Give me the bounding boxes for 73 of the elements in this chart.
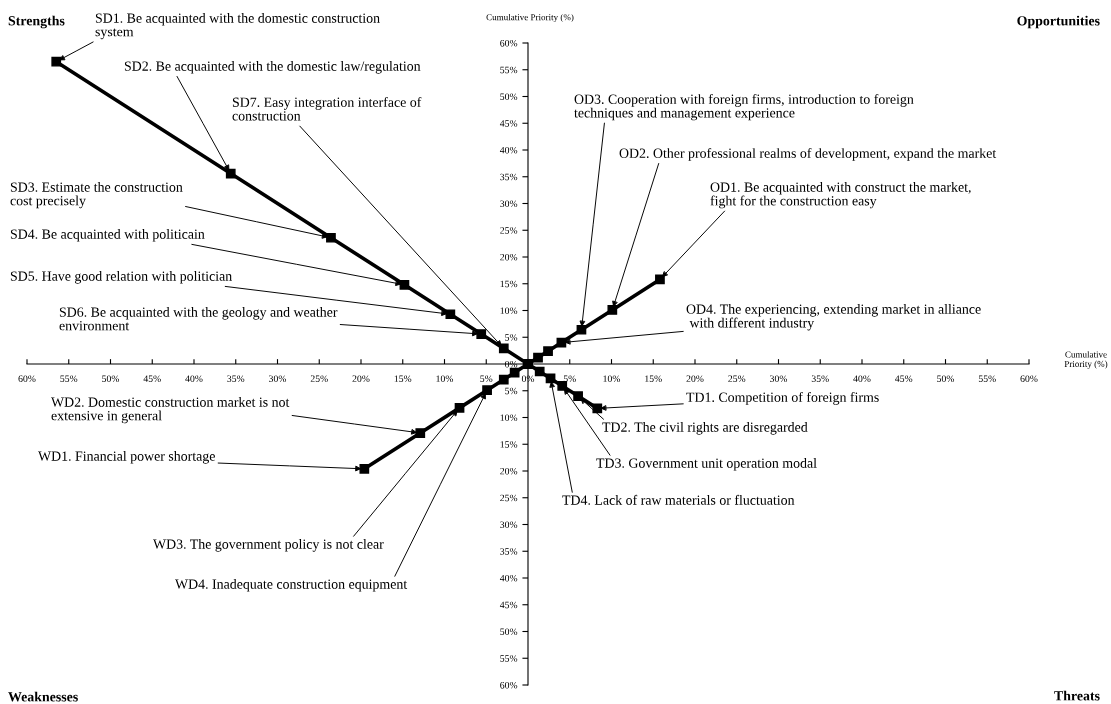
annotation: WD1. Financial power shortage [38, 451, 215, 464]
x-tick-label: 5% [480, 375, 493, 382]
annotation: WD4. Inadequate construction equipment [175, 579, 408, 592]
y-tick-label: 50% [500, 93, 518, 100]
x-tick-label: 35% [227, 375, 245, 382]
y-tick-label: 30% [500, 521, 518, 528]
x-tick-label: 60% [1020, 375, 1038, 382]
y-tick-label: 20% [500, 253, 518, 261]
y-tick-label: 5% [505, 387, 518, 395]
text: Opportunities [1017, 15, 1100, 29]
x-tick-label: 50% [937, 375, 955, 382]
y-tick-label: 40% [499, 146, 518, 154]
y-tick-label: 15% [500, 280, 518, 288]
x-tick-label: 20% [686, 375, 704, 382]
annotation: TD4. Lack of raw materials or fluctuation [562, 494, 795, 505]
annotation: SD5. Have good relation with politician [10, 271, 232, 284]
annotation: SD4. Be acquainted with politicain [10, 229, 205, 242]
y-tick-label: 0% [504, 360, 518, 368]
annotation: TD3. Government unit operation modal [596, 458, 817, 471]
text: Threats [1054, 690, 1100, 701]
x-tick-label: 10% [436, 375, 454, 382]
y-tick-label: 60% [500, 39, 518, 47]
x-tick-label: 40% [185, 375, 203, 382]
annotation: SD3. Estimate the construction cost precisely [10, 182, 183, 209]
y-tick-label: 55% [500, 655, 518, 662]
annotation: OD4. The experiencing, extending market in alliance with different industry [686, 304, 981, 331]
y-tick-label: 50% [500, 628, 518, 635]
annotation: TD2. The civil rights are disregarded [602, 422, 808, 435]
x-axis-title: Cumulative Priority (%) [1064, 351, 1108, 369]
y-tick-label: 25% [500, 227, 518, 234]
annotation: SD7. Easy integration interface of construction [232, 97, 422, 121]
annotation: SD2. Be acquainted with the domestic law/regulation [124, 61, 421, 74]
y-axis-title: Cumulative Priority (%) [486, 13, 574, 23]
x-tick-label: 40% [853, 375, 871, 382]
annotation: SD1. Be acquainted with the domestic construction system [95, 13, 380, 40]
annotation: SD6. Be acquainted with the geology and weather environment [59, 307, 338, 331]
x-tick-label: 55% [978, 375, 996, 382]
y-tick-label: 55% [500, 66, 518, 74]
y-tick-label: 35% [500, 173, 518, 181]
y-tick-label: 20% [500, 467, 518, 475]
x-tick-label: 35% [811, 375, 829, 382]
y-tick-label: 10% [500, 307, 518, 314]
x-tick-label: 45% [895, 375, 913, 382]
annotation: TD1. Competition of foreign firms [686, 392, 879, 405]
x-tick-label: 60% [18, 375, 36, 382]
annotation: WD2. Domestic construction market is not extensive in general [51, 397, 290, 424]
y-tick-label: 30% [500, 200, 518, 207]
annotation: OD1. Be acquainted with construct the market, fight for the construction easy [710, 182, 971, 209]
y-tick-label: 45% [499, 120, 518, 127]
y-tick-label: 25% [500, 494, 518, 502]
x-tick-label: 15% [645, 375, 662, 382]
x-tick-label: 45% [143, 375, 161, 382]
x-tick-label: 50% [102, 375, 120, 382]
y-tick-label: 5% [505, 334, 518, 341]
x-tick-label: 25% [310, 375, 328, 382]
y-tick-label: 10% [500, 414, 518, 421]
y-tick-label: 40% [499, 574, 518, 582]
text: Strengths [8, 15, 65, 29]
y-tick-label: 15% [500, 441, 518, 448]
y-tick-label: 35% [500, 548, 518, 555]
annotation: WD3. The government policy is not clear [153, 539, 384, 552]
y-tick-label: 60% [500, 681, 518, 689]
x-tick-label: 15% [394, 375, 412, 382]
y-tick-label: 45% [499, 601, 518, 609]
x-tick-label: 10% [603, 375, 621, 382]
x-tick-label: 55% [60, 375, 78, 382]
annotation: OD3. Cooperation with foreign firms, introduction to foreign techniques and management experience [574, 94, 914, 121]
x-tick-label: 30% [269, 375, 287, 382]
annotation: OD2. Other professional realms of development, expand the market [619, 148, 997, 161]
x-tick-label: 30% [770, 375, 788, 382]
x-tick-label: 20% [352, 375, 370, 382]
x-tick-label: 25% [728, 375, 746, 382]
text: Weaknesses [8, 691, 78, 702]
